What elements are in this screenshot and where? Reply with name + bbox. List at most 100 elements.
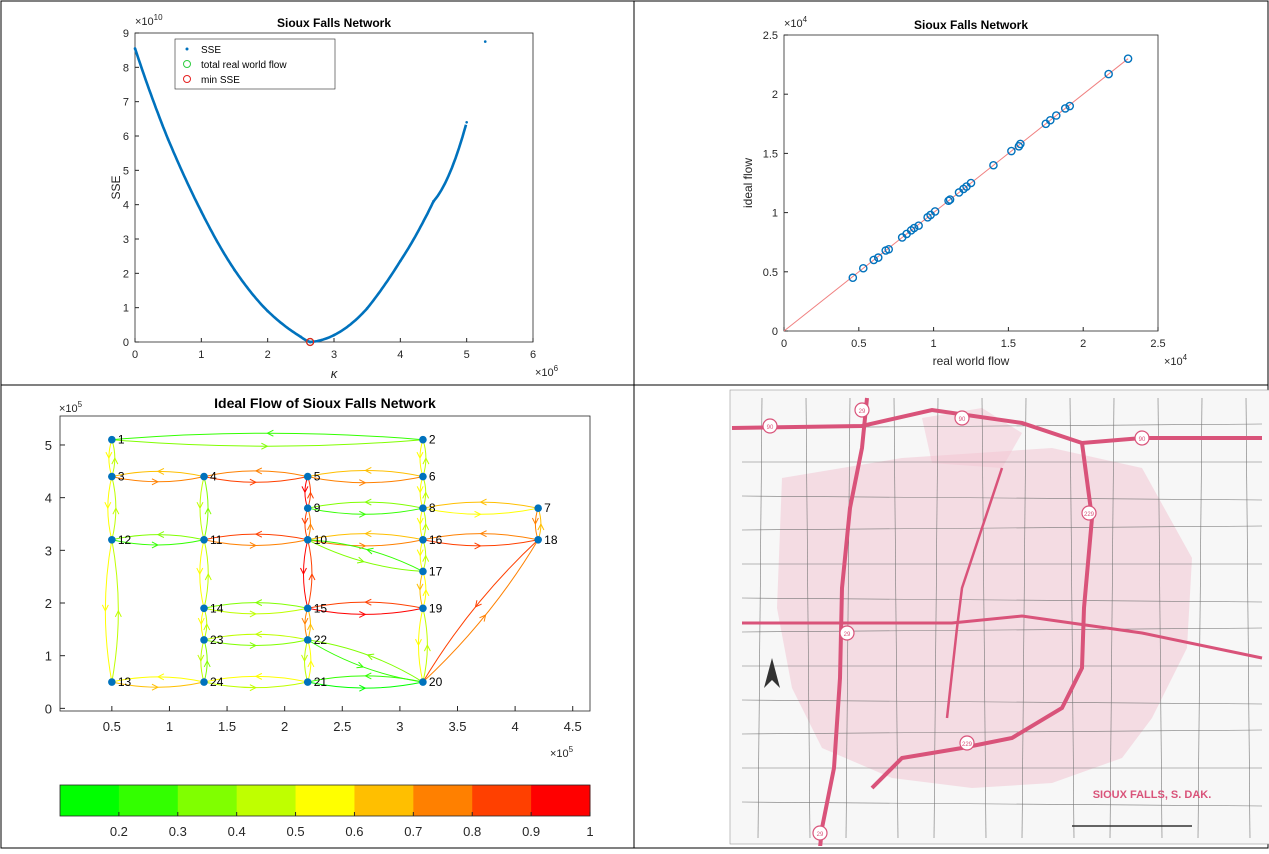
y-tick-label: 1 xyxy=(45,649,52,664)
network-node xyxy=(419,435,427,444)
flow-arrow xyxy=(356,556,365,564)
flow-arrow xyxy=(254,672,263,680)
y-tick-label: 4 xyxy=(45,491,52,506)
highway-shield xyxy=(812,825,828,841)
node-label: 18 xyxy=(544,533,558,547)
colorbar-tick-label: 0.6 xyxy=(345,824,363,839)
y-axis-label: ideal flow xyxy=(741,158,755,208)
flow-arrow xyxy=(301,517,309,526)
node-label: 17 xyxy=(429,564,443,578)
x-tick-label: 1 xyxy=(198,349,204,361)
y-tick-label: 2.5 xyxy=(763,30,778,42)
flow-arrow xyxy=(301,617,309,626)
network-node xyxy=(108,435,116,444)
flow-arrow xyxy=(307,522,314,531)
sse-point xyxy=(308,340,312,344)
map-street xyxy=(741,525,1263,531)
sse-point xyxy=(266,309,269,313)
sse-point xyxy=(483,40,487,43)
node-label: 13 xyxy=(118,675,132,689)
sse-point xyxy=(133,47,137,50)
flow-arrow xyxy=(422,588,430,597)
x-tick-label: 2 xyxy=(281,719,288,734)
y-exponent-label: ×1010 xyxy=(135,13,163,28)
x-tick-label: 1.5 xyxy=(218,719,236,734)
highway-shield-number: 229 xyxy=(962,742,973,748)
colorbar-tick-label: 0.7 xyxy=(404,824,422,839)
flow-arrow xyxy=(416,549,424,557)
flow-arrow xyxy=(537,522,545,531)
flow-arrow xyxy=(300,567,307,576)
network-node xyxy=(303,678,312,686)
y-tick-label: 2 xyxy=(772,89,778,101)
urban-area-north xyxy=(922,408,1022,468)
flow-arrow xyxy=(416,486,424,494)
legend-total-label: total real world flow xyxy=(201,60,287,71)
colorbar-tick-label: 1 xyxy=(586,824,593,839)
scatter-point xyxy=(1065,101,1075,111)
y-tick-label: 2 xyxy=(45,596,52,611)
flow-arrow xyxy=(203,659,211,668)
node-label: 23 xyxy=(210,633,224,647)
x-tick-label: 5 xyxy=(464,349,470,361)
flow-arrow xyxy=(249,642,257,649)
flow-arrow xyxy=(249,610,257,618)
x-tick-label: 0 xyxy=(781,338,787,350)
colorbar-tick-label: 0.3 xyxy=(169,824,187,839)
colorbar-segment xyxy=(413,785,473,816)
scatter-point xyxy=(1123,54,1133,63)
scatter-point xyxy=(1104,69,1113,79)
node-label: 9 xyxy=(314,501,321,515)
map-street xyxy=(845,397,851,839)
flow-arrow xyxy=(112,507,120,515)
node-label: 22 xyxy=(314,633,328,647)
colorbar-segment xyxy=(354,785,414,816)
scatter-point xyxy=(909,223,919,233)
flow-arrow xyxy=(105,451,113,460)
scatter-point xyxy=(1060,104,1070,113)
network-node xyxy=(200,604,208,613)
flow-arrow xyxy=(249,684,257,692)
network-node xyxy=(303,504,312,512)
map-street xyxy=(1157,397,1163,839)
flow-arrow xyxy=(101,604,109,613)
highway-shield xyxy=(854,402,870,418)
flow-arrow xyxy=(156,467,165,475)
x-tick-label: 1 xyxy=(931,338,937,350)
node-label: 2 xyxy=(429,433,436,447)
flow-arrow xyxy=(479,614,487,622)
scatter-point xyxy=(945,195,955,204)
flow-arrow xyxy=(197,617,205,626)
flow-arrow xyxy=(104,501,112,510)
flow-arrow xyxy=(261,442,269,450)
chart-title: Sioux Falls Network xyxy=(277,16,391,30)
flow-arrow xyxy=(364,530,372,538)
sse-point xyxy=(233,268,236,272)
node-label: 8 xyxy=(429,501,436,515)
urban-area xyxy=(777,448,1192,788)
node-label: 1 xyxy=(118,433,125,447)
flow-arrow xyxy=(416,451,424,460)
colorbar-tick-label: 0.4 xyxy=(228,824,246,839)
colorbar-frame xyxy=(59,784,591,817)
node-label: 5 xyxy=(314,470,321,484)
min-sse-marker xyxy=(306,337,315,347)
colorbar-segment xyxy=(472,785,532,816)
flow-arrow xyxy=(151,683,160,691)
flow-arrow xyxy=(196,501,204,510)
highway-shield xyxy=(959,735,975,751)
y-tick-label: 0.5 xyxy=(763,267,778,279)
node-label: 20 xyxy=(429,675,443,689)
y-tick-label: 3 xyxy=(123,234,129,246)
x-exponent-label: ×106 xyxy=(535,364,559,379)
network-node xyxy=(108,678,116,686)
flow-arrow xyxy=(308,572,316,581)
x-axis-label: real world flow xyxy=(933,354,1010,368)
flow-arrow xyxy=(364,672,372,680)
map-street xyxy=(1069,397,1075,839)
scatter-point xyxy=(1007,146,1016,156)
sse-point xyxy=(432,199,435,203)
scatter-point xyxy=(914,221,923,230)
x-tick-label: 0.5 xyxy=(851,338,866,350)
map-street xyxy=(933,397,939,839)
